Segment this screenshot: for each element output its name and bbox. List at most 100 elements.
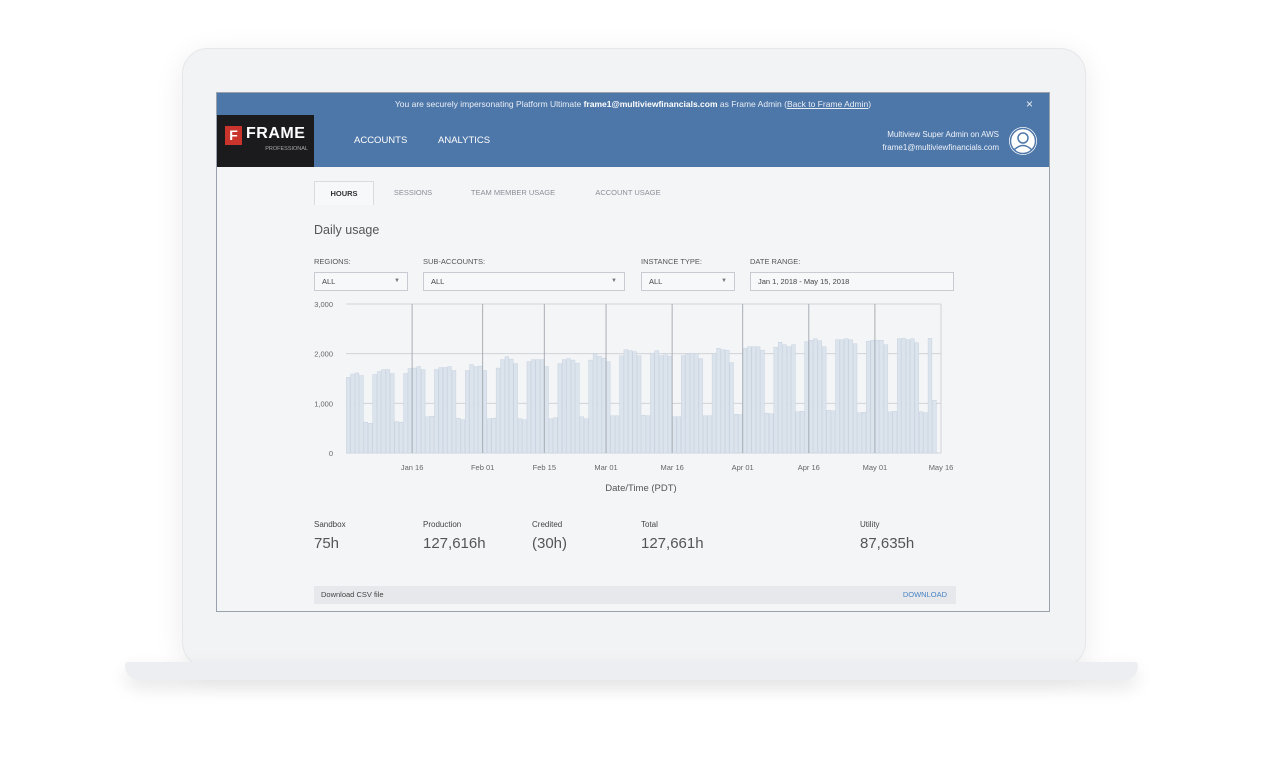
bar	[747, 346, 752, 454]
bar	[429, 415, 435, 454]
bar	[663, 353, 668, 454]
bar	[575, 362, 580, 454]
bar	[407, 368, 413, 454]
bar	[447, 366, 452, 454]
user-info[interactable]: Multiview Super Admin on AWS frame1@mult…	[882, 128, 999, 154]
total-value: 127,661h	[641, 535, 704, 552]
bar	[385, 369, 391, 454]
date-range-input[interactable]: Jan 1, 2018 - May 15, 2018	[750, 272, 954, 291]
bar	[350, 373, 355, 454]
bar	[681, 355, 686, 454]
bar	[817, 340, 822, 454]
bar	[870, 340, 875, 454]
logo-name: FRAME	[246, 125, 306, 142]
bar	[584, 418, 589, 454]
bar	[914, 342, 919, 454]
bar	[553, 417, 558, 454]
bar	[822, 346, 827, 454]
bar	[861, 412, 867, 454]
bar	[628, 350, 633, 454]
bar	[645, 415, 651, 454]
tab-sessions[interactable]: SESSIONS	[393, 188, 433, 197]
bar	[570, 359, 576, 454]
x-tick-label: Mar 16	[660, 463, 683, 472]
bar	[791, 344, 796, 454]
banner-suffix: )	[868, 99, 872, 109]
instance-type-value: ALL	[649, 277, 663, 286]
bar	[465, 370, 470, 454]
bar	[685, 353, 690, 454]
bar	[694, 353, 699, 454]
banner-text-middle: as Frame Admin (	[717, 99, 787, 109]
bar	[381, 369, 386, 454]
tab-account-usage[interactable]: ACCOUNT USAGE	[595, 188, 661, 197]
bar	[720, 349, 725, 454]
page-title: Daily usage	[314, 223, 380, 237]
bar	[610, 415, 615, 454]
x-axis-label: Date/Time (PDT)	[605, 483, 676, 494]
bar	[782, 344, 787, 454]
logo-cube-icon: F	[225, 126, 242, 145]
utility-value: 87,635h	[860, 535, 915, 552]
bar	[623, 349, 629, 454]
laptop-base	[125, 662, 1138, 680]
bar	[495, 367, 501, 454]
sub-accounts-label: SUB-ACCOUNTS:	[423, 257, 486, 266]
bar	[473, 366, 479, 454]
x-tick-label: Jan 16	[401, 463, 424, 472]
close-icon[interactable]: ×	[1025, 97, 1033, 111]
bar	[394, 421, 399, 454]
bar	[592, 353, 598, 454]
bar	[716, 347, 721, 454]
bar	[478, 365, 483, 454]
tab-hours[interactable]: HOURS	[314, 181, 374, 205]
nav-analytics[interactable]: ANALYTICS	[438, 135, 491, 146]
bar	[839, 339, 844, 454]
x-tick-label: Mar 01	[594, 463, 617, 472]
bar	[879, 340, 884, 454]
bar	[927, 338, 933, 454]
back-to-admin-link[interactable]: Back to Frame Admin	[786, 99, 869, 109]
instance-type-select[interactable]: ALL ▼	[641, 272, 735, 291]
user-name: Multiview Super Admin on AWS	[887, 130, 999, 139]
chevron-down-icon: ▼	[721, 278, 727, 284]
bar	[420, 369, 426, 454]
bar	[896, 338, 902, 454]
bar	[808, 340, 814, 454]
bar	[522, 419, 527, 454]
bar	[403, 373, 408, 454]
bar	[786, 346, 792, 454]
bar	[469, 364, 474, 454]
bar	[434, 369, 439, 454]
bar	[504, 356, 510, 454]
date-range-label: DATE RANGE:	[750, 257, 801, 266]
nav-accounts[interactable]: ACCOUNTS	[354, 135, 408, 146]
sub-accounts-select[interactable]: ALL ▼	[423, 272, 625, 291]
user-avatar-icon[interactable]	[1009, 127, 1037, 155]
regions-value: ALL	[322, 277, 336, 286]
total-label: Total	[641, 520, 658, 529]
bar	[857, 412, 862, 454]
bar	[363, 421, 368, 454]
chevron-down-icon: ▼	[611, 278, 617, 284]
bar	[509, 358, 514, 454]
bar	[526, 361, 532, 454]
bar	[398, 421, 404, 454]
bar	[548, 418, 554, 454]
bar	[654, 350, 659, 454]
bar	[566, 358, 571, 454]
bar	[658, 355, 664, 454]
frame-logo[interactable]: F FRAME PROFESSIONAL	[217, 115, 314, 167]
bar	[676, 416, 681, 454]
bar	[372, 374, 377, 454]
bar	[777, 341, 783, 454]
download-label: Download CSV file	[321, 590, 384, 599]
bar	[438, 367, 443, 454]
tab-team-member-usage[interactable]: TEAM MEMBER USAGE	[470, 188, 556, 197]
x-tick-label: Apr 16	[798, 463, 820, 472]
regions-select[interactable]: ALL ▼	[314, 272, 408, 291]
bar	[826, 410, 831, 454]
download-button[interactable]: DOWNLOAD	[902, 590, 947, 599]
bar	[667, 355, 673, 454]
bar	[517, 418, 523, 454]
